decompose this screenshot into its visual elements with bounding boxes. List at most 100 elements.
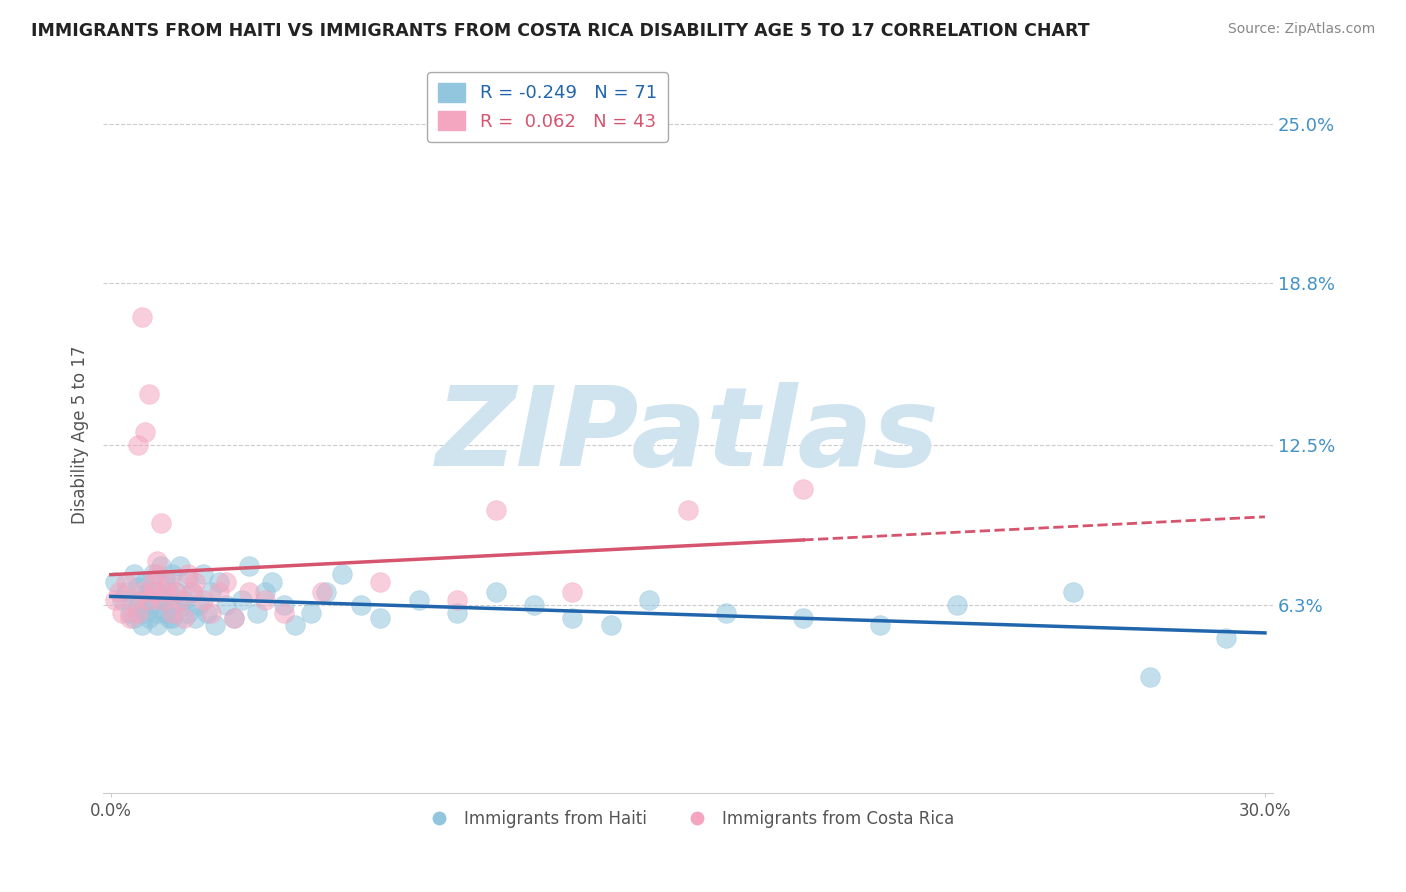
- Point: [716, 606, 738, 620]
- Point: [169, 559, 191, 574]
- Point: [523, 598, 546, 612]
- Point: [222, 610, 245, 624]
- Point: [238, 585, 260, 599]
- Point: [1215, 632, 1237, 646]
- Point: [122, 592, 145, 607]
- Point: [177, 606, 200, 620]
- Text: IMMIGRANTS FROM HAITI VS IMMIGRANTS FROM COSTA RICA DISABILITY AGE 5 TO 17 CORRE: IMMIGRANTS FROM HAITI VS IMMIGRANTS FROM…: [31, 22, 1090, 40]
- Point: [446, 606, 468, 620]
- Point: [408, 592, 430, 607]
- Point: [184, 574, 207, 589]
- Point: [238, 559, 260, 574]
- Point: [215, 598, 238, 612]
- Y-axis label: Disability Age 5 to 17: Disability Age 5 to 17: [72, 346, 89, 524]
- Point: [146, 566, 169, 581]
- Point: [191, 566, 214, 581]
- Point: [200, 606, 222, 620]
- Point: [200, 585, 222, 599]
- Point: [165, 585, 187, 599]
- Point: [131, 592, 153, 607]
- Point: [246, 606, 269, 620]
- Point: [368, 574, 391, 589]
- Point: [284, 618, 307, 632]
- Point: [207, 585, 229, 599]
- Point: [142, 574, 165, 589]
- Point: [446, 592, 468, 607]
- Point: [162, 606, 184, 620]
- Point: [142, 585, 165, 599]
- Point: [188, 598, 211, 612]
- Text: Source: ZipAtlas.com: Source: ZipAtlas.com: [1227, 22, 1375, 37]
- Point: [127, 600, 149, 615]
- Text: ZIPatlas: ZIPatlas: [436, 382, 939, 489]
- Point: [368, 610, 391, 624]
- Point: [299, 606, 322, 620]
- Point: [138, 585, 160, 599]
- Point: [122, 610, 145, 624]
- Point: [134, 606, 156, 620]
- Point: [122, 566, 145, 581]
- Point: [600, 618, 623, 632]
- Point: [157, 574, 180, 589]
- Point: [792, 610, 814, 624]
- Point: [157, 585, 180, 599]
- Point: [253, 585, 276, 599]
- Point: [315, 585, 337, 599]
- Point: [127, 606, 149, 620]
- Point: [169, 600, 191, 615]
- Point: [142, 598, 165, 612]
- Point: [104, 592, 127, 607]
- Point: [162, 566, 184, 581]
- Point: [111, 592, 134, 607]
- Point: [157, 610, 180, 624]
- Point: [204, 618, 226, 632]
- Point: [127, 580, 149, 594]
- Point: [215, 574, 238, 589]
- Point: [869, 618, 891, 632]
- Point: [638, 592, 661, 607]
- Point: [1062, 585, 1084, 599]
- Point: [273, 606, 295, 620]
- Point: [173, 592, 195, 607]
- Point: [149, 559, 172, 574]
- Point: [676, 502, 699, 516]
- Point: [262, 574, 284, 589]
- Point: [138, 610, 160, 624]
- Point: [107, 585, 129, 599]
- Point: [165, 618, 187, 632]
- Point: [180, 585, 202, 599]
- Point: [149, 516, 172, 530]
- Point: [484, 502, 506, 516]
- Point: [162, 598, 184, 612]
- Point: [127, 438, 149, 452]
- Point: [104, 574, 127, 589]
- Point: [273, 598, 295, 612]
- Point: [191, 592, 214, 607]
- Point: [222, 610, 245, 624]
- Point: [120, 610, 142, 624]
- Point: [330, 566, 353, 581]
- Point: [173, 610, 195, 624]
- Point: [180, 585, 202, 599]
- Point: [311, 585, 333, 599]
- Point: [946, 598, 969, 612]
- Point: [792, 482, 814, 496]
- Point: [142, 566, 165, 581]
- Point: [134, 425, 156, 440]
- Point: [253, 592, 276, 607]
- Point: [146, 585, 169, 599]
- Point: [350, 598, 373, 612]
- Point: [120, 606, 142, 620]
- Point: [177, 566, 200, 581]
- Point: [153, 572, 176, 586]
- Point: [195, 606, 218, 620]
- Point: [153, 606, 176, 620]
- Point: [561, 585, 583, 599]
- Point: [134, 574, 156, 589]
- Point: [146, 606, 169, 620]
- Point: [149, 592, 172, 607]
- Point: [231, 592, 253, 607]
- Point: [146, 554, 169, 568]
- Point: [153, 585, 176, 599]
- Point: [138, 387, 160, 401]
